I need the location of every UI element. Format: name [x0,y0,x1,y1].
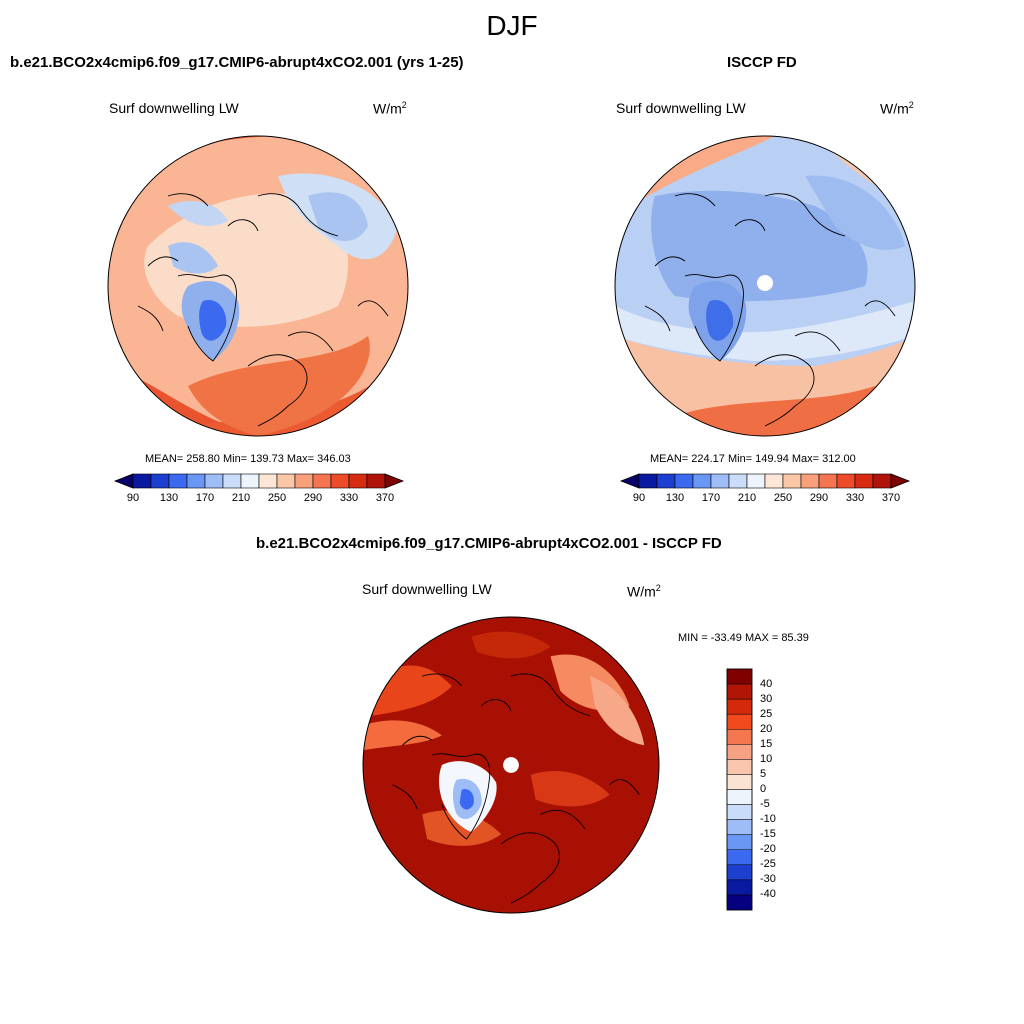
cb-tick-label: 370 [881,492,901,504]
colorbar-swatch [710,473,730,489]
cb-tick-label: 250 [773,492,793,504]
colorbar-swatch [366,473,386,489]
cb-tick-label: -5 [760,798,770,810]
colorbar-swatch [294,473,314,489]
cb-tick-label: -40 [760,888,776,900]
colorbar-swatch [726,864,753,881]
model-stats: MEAN= 258.80 Min= 139.73 Max= 346.03 [145,453,351,465]
diff-variable-label: Surf downwelling LW [362,581,492,597]
colorbar-swatch [726,804,753,820]
colorbar-swatch [726,849,753,866]
colorbar-swatch [726,759,753,775]
cb-tick-label: 290 [303,492,323,504]
colorbar-swatch [726,698,753,715]
model-case-title: b.e21.BCO2x4cmip6.f09_g17.CMIP6-abrupt4x… [10,54,464,71]
cb-tick-label: -25 [760,858,776,870]
cb-tick-label: 0 [760,783,767,795]
colorbar-swatch [726,894,753,911]
colorbar-swatch [150,473,170,489]
colorbar-swatch [726,729,753,745]
obs-case-title: ISCCP FD [727,54,797,71]
cb-tick-label: 370 [375,492,395,504]
cb-tick-label: 210 [737,492,757,504]
model-variable-label: Surf downwelling LW [109,100,239,116]
diff-colorbar-labels: 40 30 25 20 15 10 5 0 -5 -10 -15 -20 -25… [760,669,800,910]
colorbar-swatch [726,774,753,790]
diff-colorbar [726,668,753,911]
cb-tick-label: 250 [267,492,287,504]
cb-tick-label: 330 [845,492,865,504]
colorbar-swatch [222,473,242,489]
cb-tick-label: 330 [339,492,359,504]
colorbar-swatch [726,668,753,685]
colorbar-swatch [872,473,892,489]
colorbar-swatch [726,713,753,730]
cb-tick-label: 5 [760,768,767,780]
colorbar-swatch [728,473,748,489]
colorbar-swatch [312,473,332,489]
cb-tick-label: 170 [701,492,721,504]
cb-tick-label: 170 [195,492,215,504]
cb-tick-label: -15 [760,828,776,840]
colorbar-swatch [818,473,838,489]
colorbar-swatch [638,473,658,489]
colorbar-swatch [204,473,224,489]
obs-colorbar [619,473,911,489]
cb-tick-label: 290 [809,492,829,504]
cb-tick-label: 210 [231,492,251,504]
cb-tick-label: -30 [760,873,776,885]
colorbar-swatch [746,473,766,489]
colorbar-swatch [186,473,206,489]
cb-tick-label: 10 [760,753,773,765]
diff-unit: W/m2 [627,583,661,600]
model-unit: W/m2 [373,100,407,117]
diff-polar-map [362,616,660,914]
colorbar-swatch [330,473,350,489]
colorbar-swatch [726,819,753,835]
diff-case-title: b.e21.BCO2x4cmip6.f09_g17.CMIP6-abrupt4x… [256,535,722,552]
colorbar-swatch [726,744,753,760]
model-polar-map [107,135,409,437]
colorbar-swatch [782,473,802,489]
colorbar-swatch [800,473,820,489]
obs-polar-map [614,135,916,437]
colorbar-swatch [764,473,784,489]
colorbar-swatch [854,473,874,489]
colorbar-swatch [692,473,712,489]
obs-colorbar-labels: 90 130 170 210 250 290 330 370 [621,492,909,506]
colorbar-swatch [726,834,753,850]
colorbar-swatch [276,473,296,489]
colorbar-swatch [348,473,368,489]
colorbar-swatch [132,473,152,489]
cb-tick-label: 20 [760,723,773,735]
colorbar-swatch [240,473,260,489]
cb-tick-label: 90 [126,492,140,504]
model-colorbar [113,473,405,489]
cb-tick-label: 130 [159,492,179,504]
figure-title: DJF [486,10,538,41]
colorbar-swatch [656,473,676,489]
model-colorbar-labels: 90 130 170 210 250 290 330 370 [115,492,403,506]
diff-stats: MIN = -33.49 MAX = 85.39 [678,632,809,644]
colorbar-swatch [726,789,753,805]
cb-tick-label: 130 [665,492,685,504]
obs-variable-label: Surf downwelling LW [616,100,746,116]
cb-tick-label: 25 [760,708,773,720]
cb-tick-label: 30 [760,693,773,705]
cb-tick-label: 90 [632,492,646,504]
cb-tick-label: -20 [760,843,776,855]
colorbar-swatch [836,473,856,489]
obs-stats: MEAN= 224.17 Min= 149.94 Max= 312.00 [650,453,856,465]
cb-tick-label: -10 [760,813,776,825]
cb-tick-label: 40 [760,678,773,690]
colorbar-swatch [726,683,753,700]
colorbar-swatch [726,879,753,896]
colorbar-swatch [168,473,188,489]
colorbar-swatch [674,473,694,489]
colorbar-swatch [258,473,278,489]
cb-tick-label: 15 [760,738,773,750]
obs-unit: W/m2 [880,100,914,117]
